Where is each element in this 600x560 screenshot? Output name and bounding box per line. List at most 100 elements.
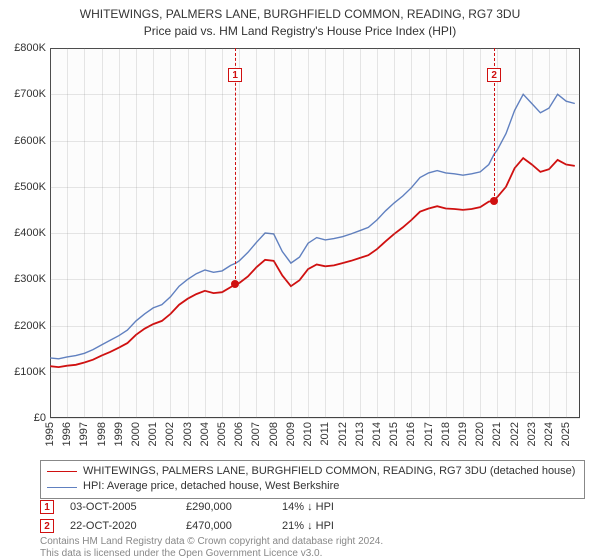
gridline-h <box>50 141 580 142</box>
sale-date: 03-OCT-2005 <box>70 498 170 517</box>
gridline-v <box>274 48 275 418</box>
gridline-v <box>532 48 533 418</box>
gridline-h <box>50 372 580 373</box>
attribution-line1: Contains HM Land Registry data © Crown c… <box>40 536 383 548</box>
x-tick-label: 2011 <box>319 422 331 446</box>
gridline-v <box>239 48 240 418</box>
gridline-h <box>50 279 580 280</box>
x-tick-label: 2017 <box>423 422 435 446</box>
y-tick-label: £300K <box>0 273 46 285</box>
sale-row: 103-OCT-2005£290,00014% ↓ HPI <box>40 498 382 517</box>
sale-price: £470,000 <box>186 517 266 536</box>
y-tick-label: £400K <box>0 227 46 239</box>
gridline-h <box>50 94 580 95</box>
gridline-v <box>549 48 550 418</box>
gridline-v <box>205 48 206 418</box>
legend-swatch <box>47 471 77 472</box>
y-tick-label: £800K <box>0 42 46 54</box>
gridline-v <box>463 48 464 418</box>
x-tick-label: 2019 <box>457 422 469 446</box>
x-tick-label: 1995 <box>44 422 56 446</box>
x-tick-label: 1999 <box>113 422 125 446</box>
gridline-v <box>136 48 137 418</box>
gridline-h <box>50 418 580 419</box>
gridline-v <box>67 48 68 418</box>
y-tick-label: £600K <box>0 135 46 147</box>
legend-row: WHITEWINGS, PALMERS LANE, BURGHFIELD COM… <box>47 464 578 479</box>
x-tick-label: 2013 <box>354 422 366 446</box>
sales-table: 103-OCT-2005£290,00014% ↓ HPI222-OCT-202… <box>40 498 382 535</box>
gridline-v <box>119 48 120 418</box>
y-tick-label: £200K <box>0 320 46 332</box>
legend: WHITEWINGS, PALMERS LANE, BURGHFIELD COM… <box>40 460 585 499</box>
legend-label: WHITEWINGS, PALMERS LANE, BURGHFIELD COM… <box>83 464 575 479</box>
x-tick-label: 2001 <box>147 422 159 446</box>
x-tick-label: 1998 <box>96 422 108 446</box>
sale-marker-line <box>235 48 236 284</box>
x-tick-label: 2002 <box>164 422 176 446</box>
x-tick-label: 2005 <box>216 422 228 446</box>
gridline-v <box>188 48 189 418</box>
gridline-v <box>222 48 223 418</box>
chart-title-block: WHITEWINGS, PALMERS LANE, BURGHFIELD COM… <box>0 0 600 40</box>
gridline-v <box>497 48 498 418</box>
x-tick-label: 2009 <box>285 422 297 446</box>
x-tick-label: 2020 <box>474 422 486 446</box>
gridline-v <box>170 48 171 418</box>
gridline-h <box>50 48 580 49</box>
x-tick-label: 2015 <box>388 422 400 446</box>
x-tick-label: 1997 <box>78 422 90 446</box>
sale-marker-dot <box>490 197 498 205</box>
x-tick-label: 2004 <box>199 422 211 446</box>
sale-marker-box: 2 <box>487 68 501 82</box>
x-tick-label: 2008 <box>268 422 280 446</box>
x-tick-label: 2006 <box>233 422 245 446</box>
gridline-v <box>566 48 567 418</box>
y-tick-label: £700K <box>0 88 46 100</box>
x-tick-label: 2018 <box>440 422 452 446</box>
series-line-subject <box>50 158 575 367</box>
gridline-v <box>84 48 85 418</box>
x-tick-label: 2007 <box>250 422 262 446</box>
gridline-v <box>153 48 154 418</box>
sale-row-marker: 2 <box>40 519 54 533</box>
legend-row: HPI: Average price, detached house, West… <box>47 479 578 494</box>
x-tick-label: 1996 <box>61 422 73 446</box>
x-tick-label: 2021 <box>491 422 503 446</box>
gridline-v <box>102 48 103 418</box>
y-tick-label: £500K <box>0 181 46 193</box>
gridline-v <box>343 48 344 418</box>
sale-price: £290,000 <box>186 498 266 517</box>
gridline-v <box>394 48 395 418</box>
gridline-v <box>480 48 481 418</box>
x-tick-label: 2012 <box>337 422 349 446</box>
attribution-line2: This data is licensed under the Open Gov… <box>40 548 383 560</box>
sale-row: 2 22-OCT-2020 £470,000 21% ↓ HPI <box>40 517 382 536</box>
gridline-v <box>377 48 378 418</box>
y-tick-label: £0 <box>0 412 46 424</box>
gridline-h <box>50 326 580 327</box>
gridline-v <box>256 48 257 418</box>
x-tick-label: 2024 <box>543 422 555 446</box>
gridline-v <box>446 48 447 418</box>
series-line-hpi <box>50 94 575 359</box>
title-subtitle: Price paid vs. HM Land Registry's House … <box>0 23 600 40</box>
gridline-v <box>325 48 326 418</box>
x-tick-label: 2022 <box>509 422 521 446</box>
x-tick-label: 2025 <box>560 422 572 446</box>
x-tick-label: 2010 <box>302 422 314 446</box>
sale-marker-dot <box>231 280 239 288</box>
sale-marker-box: 1 <box>228 68 242 82</box>
gridline-v <box>515 48 516 418</box>
gridline-v <box>50 48 51 418</box>
chart-plot-area: £0£100K£200K£300K£400K£500K£600K£700K£80… <box>50 48 580 418</box>
gridline-v <box>429 48 430 418</box>
legend-label: HPI: Average price, detached house, West… <box>83 479 339 494</box>
x-tick-label: 2016 <box>405 422 417 446</box>
gridline-v <box>360 48 361 418</box>
gridline-v <box>291 48 292 418</box>
sale-date: 22-OCT-2020 <box>70 517 170 536</box>
sale-diff: 21% ↓ HPI <box>282 517 382 536</box>
x-tick-label: 2014 <box>371 422 383 446</box>
x-tick-label: 2000 <box>130 422 142 446</box>
